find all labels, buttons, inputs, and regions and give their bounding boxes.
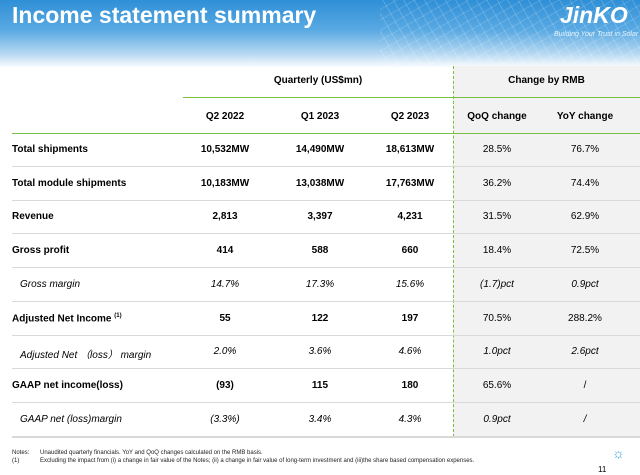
row-label: Adjusted Net Income (1) bbox=[12, 313, 122, 324]
row-label-text: Total module shipments bbox=[12, 177, 127, 189]
notes-text: Unaudited quarterly financials. YoY and … bbox=[40, 450, 263, 456]
change-cell: 1.0pct bbox=[483, 346, 511, 358]
footnote-label: (1) bbox=[12, 458, 20, 464]
row-label-text: Adjusted Net Income bbox=[12, 312, 112, 324]
change-cell: 74.4% bbox=[570, 177, 600, 189]
value-cell: 13,038MW bbox=[295, 177, 345, 189]
row-label: Adjusted Net （loss） margin bbox=[20, 346, 151, 361]
notes: Notes: Unaudited quarterly financials. Yo… bbox=[12, 449, 474, 465]
value-cell: 18,613MW bbox=[385, 144, 435, 155]
divider bbox=[12, 437, 640, 438]
logo-tagline: Building Your Trust in Solar bbox=[554, 31, 639, 38]
change-cell: 70.5% bbox=[482, 312, 512, 324]
value-cell: 10,183MW bbox=[200, 177, 250, 189]
value-cell: 17.3% bbox=[305, 278, 335, 290]
change-cell: 65.6% bbox=[482, 379, 512, 391]
row-label: Gross profit bbox=[12, 245, 69, 256]
change-panel bbox=[453, 66, 640, 437]
page-title: Income statement summary bbox=[12, 2, 317, 28]
change-cell: 2.6pct bbox=[571, 346, 599, 358]
table-row: GAAP net (loss)margin (3.3%) 3.4% 4.3% 0.9pc… bbox=[12, 403, 640, 437]
change-cell: 76.7% bbox=[570, 144, 600, 155]
row-label: GAAP net income(loss) bbox=[12, 380, 123, 391]
header-banner bbox=[0, 0, 640, 68]
jinko-logo: JinKO bbox=[560, 2, 628, 28]
change-cell: (1.7)pct bbox=[480, 278, 514, 290]
row-label-text: Gross profit bbox=[12, 245, 70, 257]
row-label-text: Gross margin bbox=[20, 278, 81, 290]
change-cell: 0.9pct bbox=[571, 278, 599, 290]
column-header: YoY change bbox=[556, 111, 614, 122]
group-header-change: Change by RMB bbox=[508, 75, 585, 86]
change-cell: 62.9% bbox=[570, 211, 600, 223]
row-label: Total module shipments bbox=[12, 178, 126, 189]
row-label-text: GAAP net income(loss) bbox=[12, 379, 123, 391]
value-cell: 588 bbox=[311, 245, 329, 257]
table-row: GAAP net income(loss) (93) 115 180 65.6% / bbox=[12, 369, 640, 403]
row-label-text: Total shipments bbox=[12, 144, 88, 155]
table-row: Gross margin 14.7% 17.3% 15.6% (1.7)pct 0.9pc… bbox=[12, 268, 640, 302]
divider bbox=[12, 133, 640, 134]
value-cell: 15.6% bbox=[395, 278, 425, 290]
solar-panel-graphic bbox=[380, 0, 640, 68]
change-cell: 18.4% bbox=[482, 245, 512, 257]
change-cell: 36.2% bbox=[482, 177, 512, 189]
change-cell: 28.5% bbox=[482, 144, 512, 155]
footnote-text: Excluding the impact from (i) a change i… bbox=[40, 458, 475, 464]
value-cell: 4,231 bbox=[397, 211, 423, 223]
column-header: QoQ change bbox=[467, 111, 527, 122]
table-row: Total shipments 10,532MW 14,490MW 18,613MW 2… bbox=[12, 133, 640, 167]
value-cell: 3.4% bbox=[308, 413, 332, 425]
value-cell: 55 bbox=[219, 312, 231, 324]
table-row: Gross profit 414 588 660 18.4% 72.5% bbox=[12, 234, 640, 269]
change-cell: / bbox=[583, 379, 587, 391]
value-cell: 10,532MW bbox=[200, 144, 250, 155]
column-header: Q2 2023 bbox=[390, 111, 430, 122]
value-cell: 4.3% bbox=[398, 413, 422, 425]
column-header: Q2 2022 bbox=[205, 111, 245, 122]
divider bbox=[183, 97, 640, 98]
notes-label: Notes: bbox=[12, 450, 30, 456]
row-label-text: Adjusted Net （loss） margin bbox=[20, 350, 152, 362]
table-row: Adjusted Net （loss） margin 2.0% 3.6% 4.6% 1.… bbox=[12, 335, 640, 370]
change-cell: 288.2% bbox=[568, 312, 602, 324]
value-cell: 14.7% bbox=[210, 278, 240, 290]
value-cell: 3,397 bbox=[307, 211, 333, 223]
row-label: Revenue bbox=[12, 211, 54, 222]
table-row: Adjusted Net Income (1) 55 122 197 70.5% 288.… bbox=[12, 302, 640, 336]
change-cell: / bbox=[583, 413, 587, 425]
change-cell: 31.5% bbox=[482, 211, 512, 223]
value-cell: 115 bbox=[311, 379, 329, 391]
value-cell: 3.6% bbox=[308, 346, 332, 358]
footnote-marker: (1) bbox=[114, 312, 122, 319]
row-label-text: GAAP net (loss)margin bbox=[20, 413, 122, 425]
value-cell: (93) bbox=[216, 379, 234, 391]
change-cell: 72.5% bbox=[570, 245, 600, 257]
value-cell: (3.3%) bbox=[210, 413, 240, 425]
value-cell: 414 bbox=[216, 245, 234, 257]
value-cell: 180 bbox=[401, 379, 419, 391]
value-cell: 17,763MW bbox=[385, 177, 435, 189]
value-cell: 660 bbox=[401, 245, 419, 257]
column-header: Q1 2023 bbox=[300, 111, 340, 122]
table-row: Total module shipments 10,183MW 13,038MW 17… bbox=[12, 167, 640, 201]
row-label: GAAP net (loss)margin bbox=[20, 414, 122, 425]
page-number: 11 bbox=[598, 465, 607, 474]
group-header-quarterly: Quarterly (US$mn) bbox=[273, 75, 363, 86]
row-label: Gross margin bbox=[20, 279, 80, 290]
sun-icon: ☼ bbox=[612, 445, 625, 461]
table-row: Revenue 2,813 3,397 4,231 31.5% 62.9% bbox=[12, 200, 640, 235]
change-cell: 0.9pct bbox=[483, 413, 511, 425]
value-cell: 2,813 bbox=[212, 211, 238, 223]
value-cell: 14,490MW bbox=[295, 144, 345, 155]
value-cell: 2.0% bbox=[213, 346, 237, 358]
value-cell: 197 bbox=[401, 312, 419, 324]
value-cell: 4.6% bbox=[398, 346, 422, 358]
value-cell: 122 bbox=[311, 312, 329, 324]
row-label-text: Revenue bbox=[12, 211, 54, 223]
row-label: Total shipments bbox=[12, 144, 88, 155]
